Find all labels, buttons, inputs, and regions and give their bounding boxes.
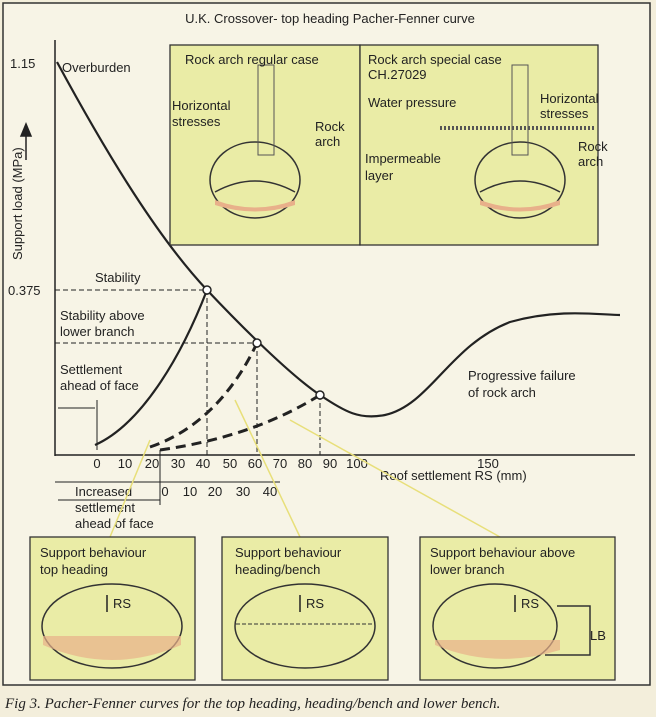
inset-label: arch (315, 134, 340, 149)
inset-label: Rock (315, 119, 345, 134)
annotation: Stability above (60, 308, 145, 323)
points (202, 285, 325, 400)
panel-title: top heading (40, 562, 108, 577)
leaders (109, 399, 501, 538)
y-tick: 0.375 (8, 283, 41, 298)
inset-title: Rock arch special case (368, 52, 502, 67)
annotation: Progressive failure (468, 368, 576, 383)
guides (55, 289, 321, 455)
x-label: Roof settlement RS (mm) (380, 468, 527, 483)
annotation: Increased (75, 484, 132, 499)
title: U.K. Crossover- top heading Pacher-Fenne… (185, 11, 475, 26)
inset-label: Horizontal (540, 91, 599, 106)
inset-label: layer (365, 168, 394, 183)
annotation: Overburden (62, 60, 131, 75)
inset-drawings (209, 64, 595, 219)
y-label: Support load (MPa) (10, 147, 25, 260)
annotation: of rock arch (468, 385, 536, 400)
inset-label: Impermeable (365, 151, 441, 166)
x-tick: 60 (248, 456, 262, 471)
panel-label: LB (590, 628, 606, 643)
x-tick: 40 (263, 484, 277, 499)
x-tick: 10 (118, 456, 132, 471)
inset-label: Water pressure (368, 95, 456, 110)
panel-title: lower branch (430, 562, 504, 577)
inset-label: Rock (578, 139, 608, 154)
curves (56, 61, 621, 452)
inset (169, 44, 361, 246)
panel (221, 536, 389, 681)
x-tick: 10 (183, 484, 197, 499)
inset-label: stresses (540, 106, 589, 121)
panel-drawings (41, 583, 591, 669)
annotation: Settlement (60, 362, 123, 377)
annotation: lower branch (60, 324, 134, 339)
inset (359, 44, 599, 246)
x-tick: 0 (161, 484, 168, 499)
inset-label: stresses (172, 114, 221, 129)
x-tick: 20 (145, 456, 159, 471)
inset-title: Rock arch regular case (185, 52, 319, 67)
x-tick: 70 (273, 456, 287, 471)
annotation: Stability (95, 270, 141, 285)
annotation: ahead of face (75, 516, 154, 531)
axes (19, 40, 635, 505)
x-tick: 80 (298, 456, 312, 471)
panel-title: Support behaviour (235, 545, 342, 560)
y-tick: 1.15 (10, 56, 35, 71)
x-tick: 20 (208, 484, 222, 499)
panel-title: Support behaviour (40, 545, 147, 560)
panel-title: Support behaviour above (430, 545, 575, 560)
x-tick: 90 (323, 456, 337, 471)
x-tick: 30 (171, 456, 185, 471)
inset-label: Horizontal (172, 98, 231, 113)
annotation: settlement (75, 500, 135, 515)
annotation: ahead of face (60, 378, 139, 393)
x-tick: 50 (223, 456, 237, 471)
inset-subtitle: CH.27029 (368, 67, 427, 82)
x-tick: 100 (346, 456, 368, 471)
x-tick: 30 (236, 484, 250, 499)
panel-label: RS (113, 596, 131, 611)
panel-title: heading/bench (235, 562, 320, 577)
x-tick: 40 (196, 456, 210, 471)
panel-label: RS (306, 596, 324, 611)
x-tick: 0 (93, 456, 100, 471)
panel-label: RS (521, 596, 539, 611)
caption: Fig 3. Pacher-Fenner curves for the top … (4, 696, 500, 712)
inset-label: arch (578, 154, 603, 169)
x-tick: 150 (477, 456, 499, 471)
